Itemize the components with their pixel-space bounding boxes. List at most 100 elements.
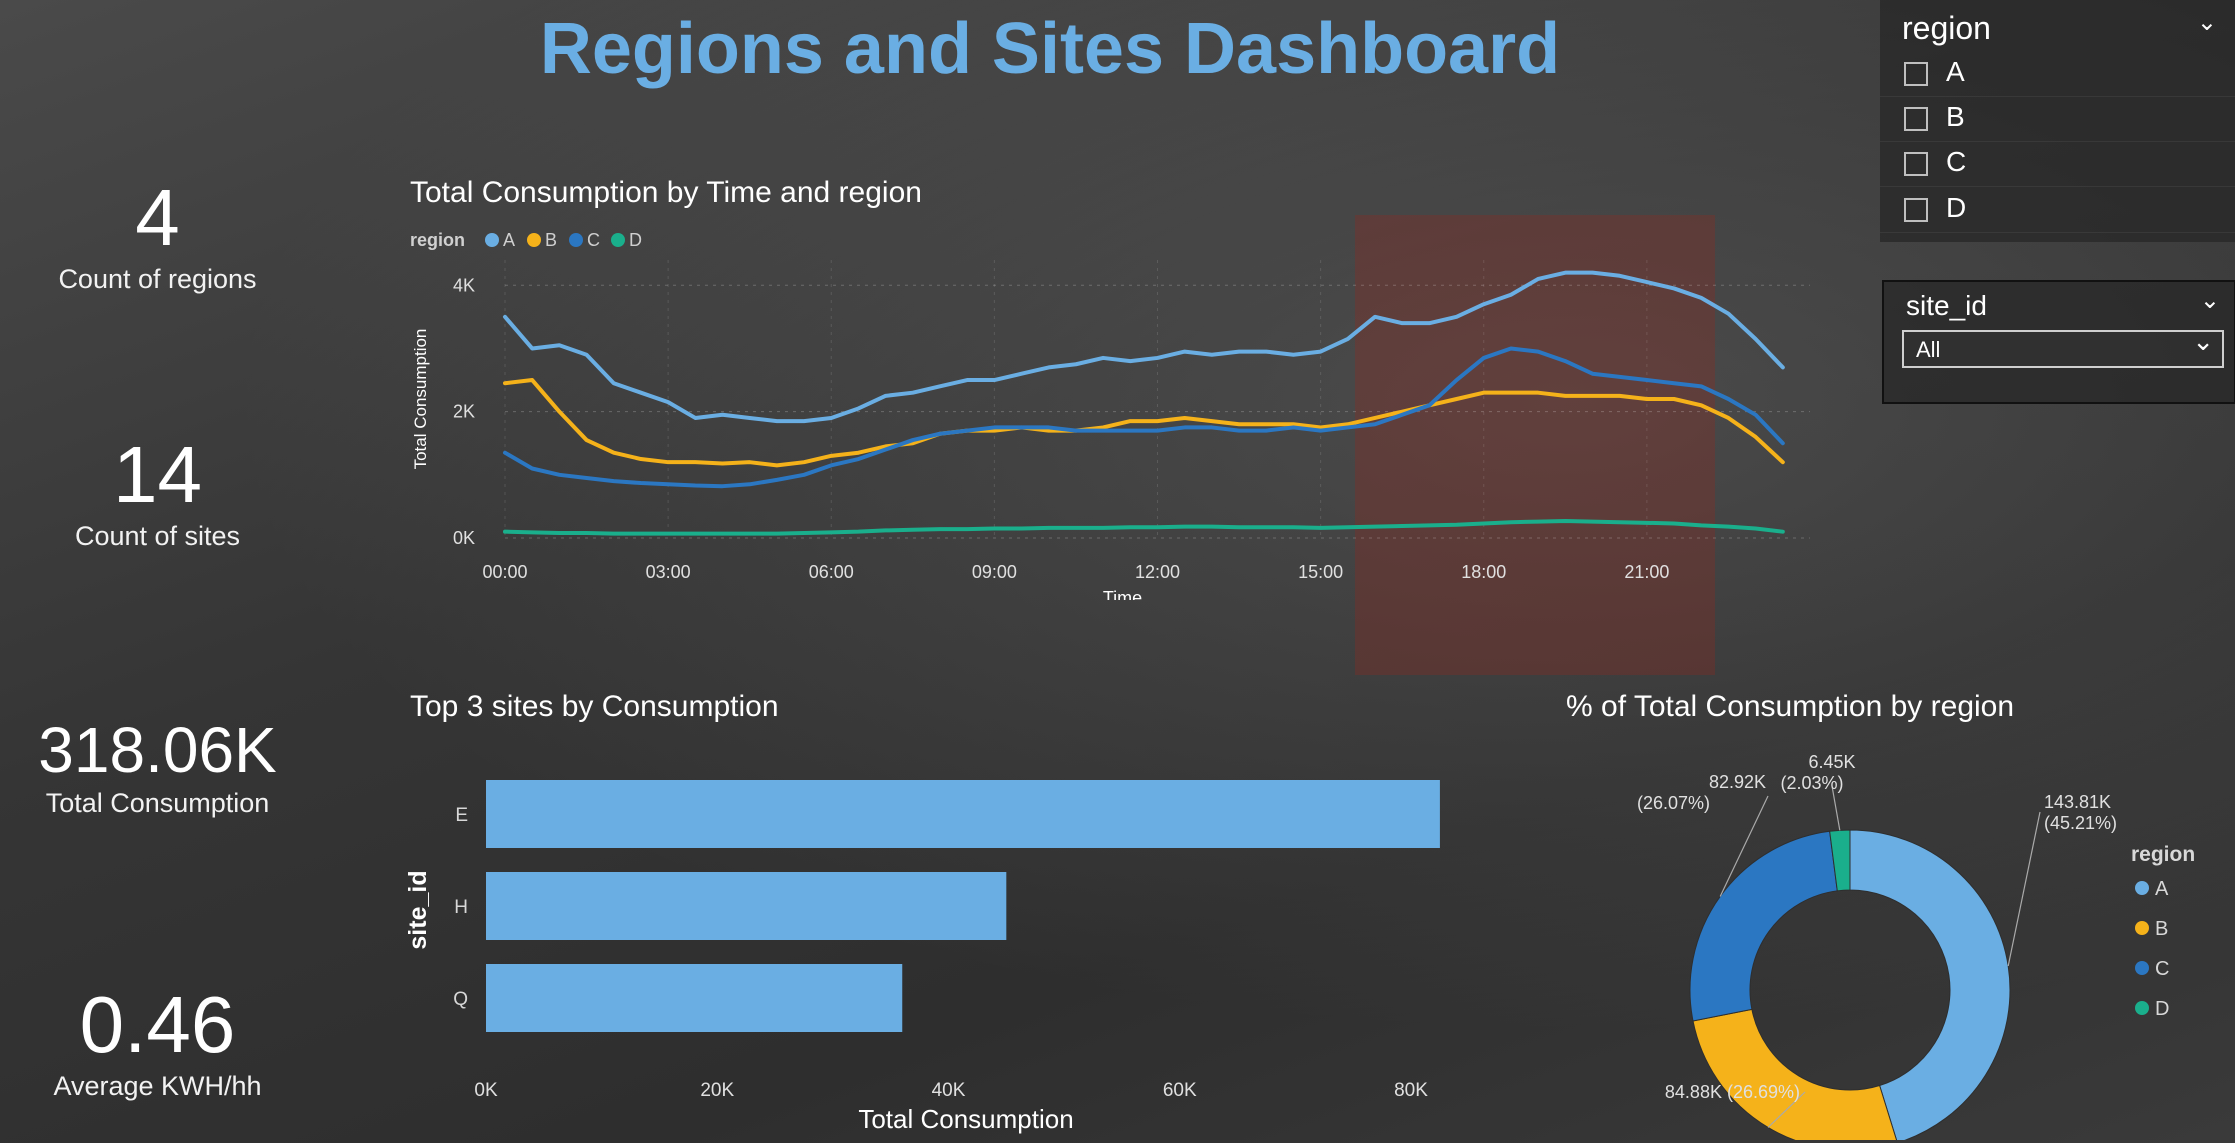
kpi-value: 14 bbox=[113, 430, 202, 519]
site-id-slicer-title: site_id bbox=[1906, 290, 1987, 321]
legend-label-d: D bbox=[629, 230, 642, 250]
slice-d bbox=[1829, 829, 1851, 892]
x-axis-label: Total Consumption bbox=[858, 1104, 1073, 1134]
x-tick-label: 80K bbox=[1394, 1080, 1428, 1101]
legend-label-b: B bbox=[545, 230, 557, 250]
kpi-value: 0.46 bbox=[79, 980, 236, 1069]
slice-label-c: 82.92K bbox=[1709, 772, 1766, 792]
legend-marker-b bbox=[527, 233, 541, 247]
bar-e bbox=[486, 780, 1440, 848]
kpi-count-regions[interactable]: 4 Count of regions bbox=[0, 178, 315, 295]
slice-label-a-pct: (45.21%) bbox=[2044, 813, 2117, 833]
slice-label-b: 84.88K (26.69%) bbox=[1665, 1082, 1800, 1102]
bar-q bbox=[486, 964, 903, 1032]
kpi-average-kwh[interactable]: 0.46 Average KWH/hh bbox=[0, 985, 315, 1102]
slice-leader-line bbox=[2007, 811, 2041, 967]
x-tick-label: 21:00 bbox=[1624, 562, 1669, 582]
checkbox[interactable] bbox=[1904, 107, 1928, 131]
y-tick-label: H bbox=[454, 897, 468, 918]
donut-legend-title: region bbox=[2131, 843, 2195, 866]
donut-legend-marker-d bbox=[2135, 1001, 2149, 1015]
line-chart[interactable]: region A B C D 0K 2K 4K 00:00 03:00 06:00 09:00 12:0… bbox=[400, 220, 1820, 600]
x-tick-label: 06:00 bbox=[809, 562, 854, 582]
y-axis-label: Total Consumption bbox=[411, 329, 430, 470]
donut-legend-label-d: D bbox=[2155, 998, 2169, 1020]
region-option-d[interactable]: D bbox=[1880, 188, 2235, 233]
kpi-label: Count of sites bbox=[74, 521, 241, 551]
kpi-label: Count of regions bbox=[58, 264, 257, 294]
checkbox[interactable] bbox=[1904, 62, 1928, 86]
kpi-label: Total Consumption bbox=[45, 788, 270, 818]
legend-label-a: A bbox=[503, 230, 515, 250]
bar-chart[interactable]: E H Q 0K 20K 40K 60K 80K Total Consumption site_i… bbox=[400, 760, 1510, 1143]
series-line-c bbox=[503, 346, 1785, 489]
kpi-value: 4 bbox=[135, 173, 180, 262]
slice-leader-line bbox=[1831, 785, 1841, 831]
slice-leader-line bbox=[1767, 1091, 1806, 1128]
region-option-b[interactable]: B bbox=[1880, 97, 2235, 142]
y-tick-label: 0K bbox=[453, 528, 475, 548]
y-tick-label: Q bbox=[453, 989, 468, 1010]
bar-chart-title: Top 3 sites by Consumption bbox=[410, 690, 779, 723]
y-tick-label: 4K bbox=[453, 275, 475, 295]
site-id-dropdown[interactable]: All ⌄ bbox=[1902, 326, 2224, 368]
checkbox[interactable] bbox=[1904, 152, 1928, 176]
y-tick-label: 2K bbox=[453, 402, 475, 422]
region-option-label: D bbox=[1946, 192, 1967, 223]
series-line-d bbox=[503, 518, 1785, 536]
legend-marker-c bbox=[569, 233, 583, 247]
legend-label-c: C bbox=[587, 230, 600, 250]
line-chart-title: Total Consumption by Time and region bbox=[410, 176, 922, 209]
donut-chart[interactable]: 143.81K(45.21%) 84.88K (26.69%) 82.92K (26… bbox=[1600, 740, 2200, 1140]
chevron-down-icon[interactable]: ⌄ bbox=[2196, 9, 2217, 36]
region-slicer[interactable]: region ⌄ A B C D bbox=[1880, 0, 2235, 242]
y-tick-label: E bbox=[455, 805, 468, 826]
slice-label-c-pct: (26.07%) bbox=[1637, 793, 1710, 813]
kpi-count-sites[interactable]: 14 Count of sites bbox=[0, 435, 315, 552]
slice-b bbox=[1692, 1008, 1898, 1140]
donut-legend-label-b: B bbox=[2155, 918, 2168, 940]
x-tick-label: 09:00 bbox=[972, 562, 1017, 582]
region-slicer-title: region bbox=[1902, 10, 1991, 46]
x-tick-label: 15:00 bbox=[1298, 562, 1343, 582]
kpi-label: Average KWH/hh bbox=[53, 1071, 262, 1101]
slice-label-d-pct: (2.03%) bbox=[1780, 773, 1843, 793]
slice-label-a: 143.81K bbox=[2044, 792, 2111, 812]
donut-legend-marker-c bbox=[2135, 961, 2149, 975]
kpi-total-consumption[interactable]: 318.06K Total Consumption bbox=[0, 718, 315, 819]
legend-marker-d bbox=[611, 233, 625, 247]
x-tick-label: 03:00 bbox=[646, 562, 691, 582]
x-tick-label: 60K bbox=[1163, 1080, 1197, 1101]
kpi-value: 318.06K bbox=[38, 714, 277, 786]
donut-legend-marker-a bbox=[2135, 881, 2149, 895]
chevron-down-icon: ⌄ bbox=[2192, 326, 2214, 356]
donut-chart-title: % of Total Consumption by region bbox=[1566, 690, 2015, 723]
donut-legend-label-a: A bbox=[2155, 878, 2169, 900]
x-tick-label: 0K bbox=[474, 1080, 498, 1101]
dashboard-title: Regions and Sites Dashboard bbox=[539, 9, 1561, 89]
x-tick-label: 18:00 bbox=[1461, 562, 1506, 582]
checkbox[interactable] bbox=[1904, 198, 1928, 222]
region-option-a[interactable]: A bbox=[1880, 52, 2235, 97]
series-line-b bbox=[503, 378, 1785, 468]
x-tick-label: 12:00 bbox=[1135, 562, 1180, 582]
x-tick-label: 00:00 bbox=[482, 562, 527, 582]
site-id-selected: All bbox=[1916, 337, 1941, 362]
slice-label-d: 6.45K bbox=[1808, 752, 1855, 772]
region-option-label: B bbox=[1946, 101, 1965, 132]
background-meter-accent bbox=[1355, 215, 1715, 675]
line-legend-title: region bbox=[410, 230, 465, 250]
chevron-down-icon[interactable]: ⌄ bbox=[2199, 287, 2220, 314]
slice-a bbox=[1849, 829, 2011, 1140]
legend-marker-a bbox=[485, 233, 499, 247]
region-option-c[interactable]: C bbox=[1880, 142, 2235, 187]
x-tick-label: 40K bbox=[932, 1080, 966, 1101]
donut-legend-label-c: C bbox=[2155, 958, 2169, 980]
series-line-a bbox=[503, 270, 1785, 424]
slice-leader-line bbox=[1719, 795, 1769, 897]
y-axis-label: site_id bbox=[404, 870, 432, 949]
site-id-slicer[interactable]: site_id ⌄ All ⌄ bbox=[1882, 280, 2235, 404]
x-axis-label: Time bbox=[1103, 588, 1142, 600]
bar-h bbox=[486, 872, 1007, 940]
